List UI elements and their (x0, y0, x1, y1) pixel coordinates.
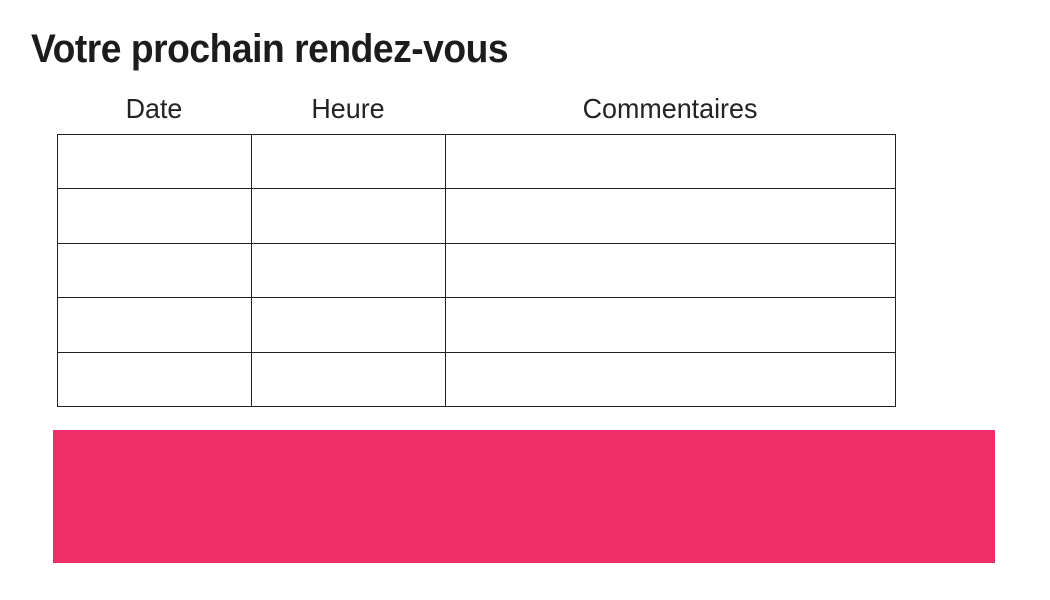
cell-heure (251, 351, 446, 408)
cell-commentaires (445, 133, 896, 190)
cell-commentaires (445, 242, 896, 299)
cell-commentaires (445, 351, 896, 408)
column-header-heure: Heure (311, 93, 385, 124)
appointments-table (57, 133, 896, 408)
table-row (57, 242, 896, 299)
table-row (57, 188, 896, 244)
accent-banner (53, 430, 995, 563)
cell-heure (251, 188, 446, 244)
cell-date (57, 297, 252, 353)
table-row (57, 297, 896, 353)
cell-commentaires (445, 188, 896, 244)
cell-heure (251, 242, 446, 299)
page-title: Votre prochain rendez-vous (31, 27, 509, 71)
cell-date (57, 188, 252, 244)
column-header-date: Date (125, 93, 183, 124)
cell-date (57, 133, 252, 190)
cell-date (57, 351, 252, 408)
cell-heure (251, 133, 446, 190)
cell-commentaires (445, 297, 896, 353)
table-row (57, 351, 896, 408)
column-header-commentaires: Commentaires (582, 93, 758, 124)
cell-date (57, 242, 252, 299)
table-header-row: Date Heure Commentaires (57, 93, 895, 125)
cell-heure (251, 297, 446, 353)
table-row (57, 133, 896, 190)
